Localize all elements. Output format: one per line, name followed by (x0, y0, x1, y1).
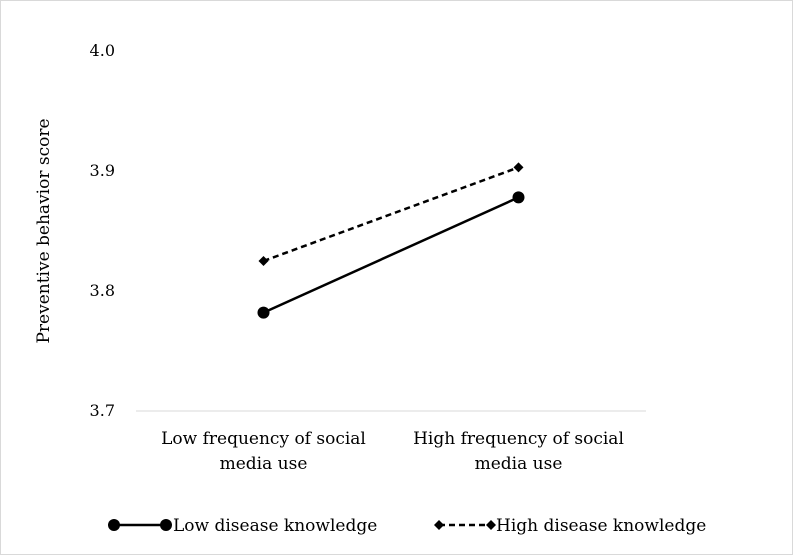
series-layer (257, 162, 525, 319)
x-category-label: media use (220, 454, 308, 474)
legend: Low disease knowledge High disease knowle… (108, 516, 706, 536)
series-line-high-disease-knowledge (263, 166, 519, 263)
y-axis-ticks: 3.7 3.8 3.9 4.0 (90, 41, 115, 420)
y-tick-label: 4.0 (90, 41, 115, 60)
data-point-high-disease-knowledge (258, 256, 269, 266)
x-axis-categories: Low frequency of social media use High fre… (161, 429, 624, 474)
x-category-label: media use (475, 454, 563, 474)
series-line-low-disease-knowledge (262, 196, 520, 314)
y-tick-label: 3.9 (90, 161, 115, 180)
legend-label-low-disease-knowledge: Low disease knowledge (173, 516, 377, 536)
data-point-high-disease-knowledge (513, 162, 524, 173)
legend-label-high-disease-knowledge: High disease knowledge (496, 516, 706, 536)
y-tick-label: 3.7 (90, 401, 115, 420)
legend-marker-high-disease-knowledge (434, 520, 444, 530)
legend-marker-high-disease-knowledge (486, 520, 496, 530)
y-axis-title: Preventive behavior score (34, 118, 54, 343)
x-category-label: Low frequency of social (161, 429, 366, 449)
legend-item-high-disease-knowledge: High disease knowledge (434, 516, 706, 536)
series-high-disease-knowledge (258, 162, 524, 266)
legend-marker-low-disease-knowledge (108, 519, 120, 531)
legend-marker-low-disease-knowledge (160, 519, 172, 531)
data-point-low-disease-knowledge (512, 191, 525, 204)
y-tick-label: 3.8 (90, 281, 115, 300)
data-point-low-disease-knowledge (257, 306, 270, 319)
legend-item-low-disease-knowledge: Low disease knowledge (108, 516, 377, 536)
x-category-label: High frequency of social (413, 429, 624, 449)
series-low-disease-knowledge (257, 191, 525, 319)
